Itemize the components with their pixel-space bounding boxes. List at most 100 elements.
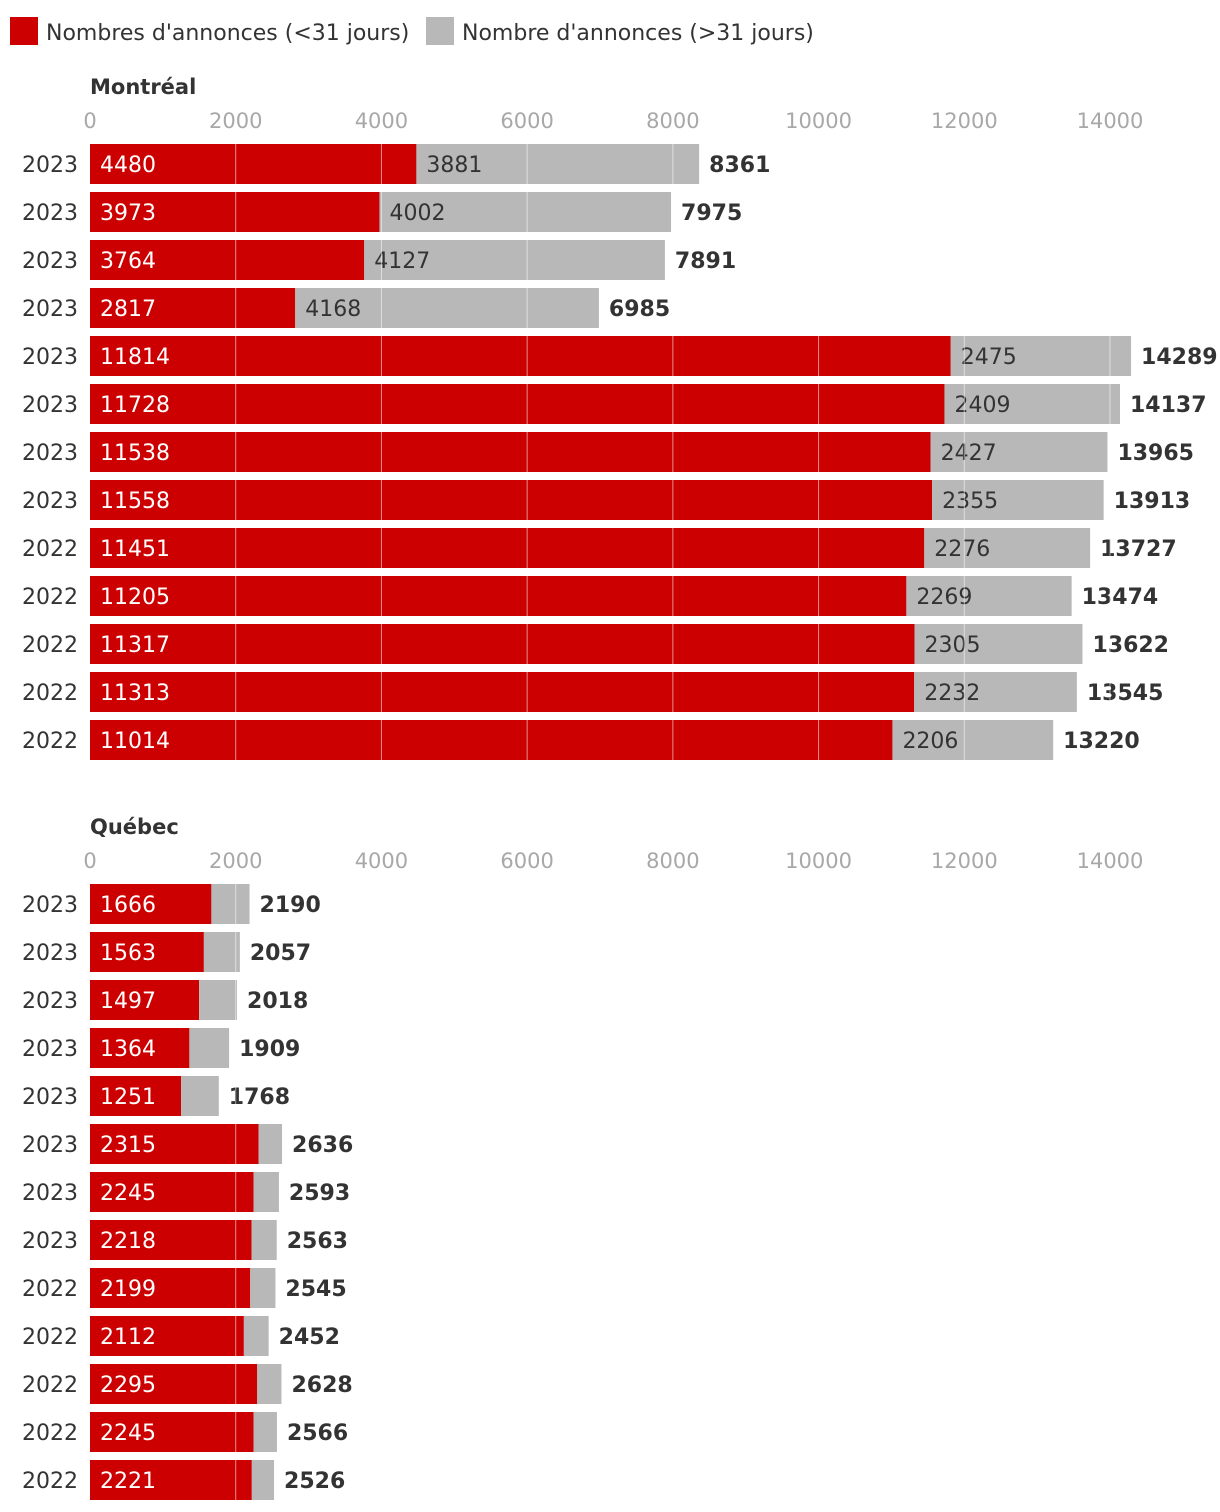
quebec-total-value-label: 2545 [285,1277,346,1302]
quebec-bar-recent [90,1124,259,1164]
montreal-bar-older [906,576,1072,616]
quebec-bar-older [253,1412,277,1452]
montreal-older-value-label: 4002 [389,201,445,226]
montreal-bar-older [379,192,672,232]
quebec-total-value-label: 2526 [284,1469,345,1494]
quebec-bar-older [258,1124,283,1164]
montreal-older-value-label: 2355 [942,489,998,514]
montreal-bar-recent [90,384,945,424]
montreal-bar-recent [90,480,933,520]
quebec-x-tick-label: 12000 [931,849,998,873]
montreal-older-value-label: 2305 [925,633,981,658]
quebec-category-label: 2023 [22,989,78,1014]
quebec-bar-older [253,1172,279,1212]
quebec-category-label: 2022 [22,1373,78,1398]
montreal-recent-value-label: 3764 [100,249,156,274]
quebec-bar-recent [90,980,200,1020]
montreal-bar-older [416,144,700,184]
quebec-total-value-label: 2636 [292,1133,353,1158]
montreal-older-value-label: 2427 [941,441,997,466]
montreal-recent-value-label: 11313 [100,681,170,706]
quebec-bar-older [250,1268,276,1308]
quebec-category-label: 2023 [22,1085,78,1110]
quebec-panel-title: Québec [90,815,179,839]
montreal-category-label: 2023 [22,441,78,466]
quebec-category-label: 2023 [22,1181,78,1206]
montreal-total-value-label: 7891 [675,249,736,274]
quebec-x-tick-label: 8000 [646,849,699,873]
quebec-total-value-label: 2628 [291,1373,352,1398]
montreal-older-value-label: 2475 [961,345,1017,370]
montreal-total-value-label: 13965 [1117,441,1194,466]
quebec-bar-recent [90,1316,244,1356]
montreal-category-label: 2023 [22,297,78,322]
montreal-bar-recent [90,624,915,664]
montreal-bar-recent [90,288,296,328]
quebec-category-label: 2023 [22,941,78,966]
montreal-bar-recent [90,528,925,568]
quebec-x-tick-label: 10000 [785,849,852,873]
quebec-recent-value-label: 2245 [100,1421,156,1446]
montreal-total-value-label: 7975 [681,201,742,226]
quebec-bar-older [181,1076,219,1116]
quebec-bar-recent [90,1268,251,1308]
legend-label-recent: Nombres d'annonces (<31 jours) [46,21,409,46]
montreal-category-label: 2023 [22,489,78,514]
quebec-total-value-label: 1768 [229,1085,290,1110]
quebec-bar-recent [90,1460,252,1500]
montreal-bar-older [930,432,1108,472]
legend-label-older: Nombre d'annonces (>31 jours) [462,21,814,46]
quebec-bar-recent [90,1220,252,1260]
montreal-category-label: 2022 [22,585,78,610]
montreal-bar-recent [90,672,915,712]
quebec-bar-recent [90,1076,182,1116]
montreal-total-value-label: 6985 [609,297,670,322]
montreal-category-label: 2023 [22,153,78,178]
montreal-bar-older [932,480,1104,520]
quebec-bar-older [251,1220,277,1260]
quebec-bar-older [203,932,240,972]
quebec-category-label: 2022 [22,1469,78,1494]
quebec-bar-older [251,1460,275,1500]
quebec-x-tick-label: 0 [83,849,96,873]
montreal-recent-value-label: 11728 [100,393,170,418]
quebec-recent-value-label: 1666 [100,893,156,918]
montreal-older-value-label: 2206 [902,729,958,754]
quebec-total-value-label: 2566 [287,1421,348,1446]
montreal-bar-recent [90,336,951,376]
montreal-category-label: 2023 [22,393,78,418]
quebec-recent-value-label: 2218 [100,1229,156,1254]
montreal-total-value-label: 13913 [1114,489,1191,514]
quebec-recent-value-label: 2295 [100,1373,156,1398]
montreal-x-tick-label: 2000 [209,109,262,133]
montreal-x-tick-label: 0 [83,109,96,133]
quebec-total-value-label: 2593 [289,1181,350,1206]
montreal-older-value-label: 2269 [916,585,972,610]
montreal-total-value-label: 13622 [1092,633,1169,658]
montreal-recent-value-label: 2817 [100,297,156,322]
montreal-bar-recent [90,432,931,472]
quebec-total-value-label: 2563 [287,1229,348,1254]
quebec-total-value-label: 2057 [250,941,311,966]
montreal-recent-value-label: 11814 [100,345,170,370]
montreal-recent-value-label: 11205 [100,585,170,610]
montreal-total-value-label: 13474 [1082,585,1159,610]
montreal-bar-older [364,240,665,280]
quebec-recent-value-label: 1251 [100,1085,156,1110]
montreal-category-label: 2022 [22,729,78,754]
montreal-older-value-label: 2232 [924,681,980,706]
montreal-recent-value-label: 11558 [100,489,170,514]
quebec-bar-recent [90,884,212,924]
montreal-x-tick-label: 10000 [785,109,852,133]
montreal-total-value-label: 14137 [1130,393,1207,418]
quebec-bar-older [211,884,250,924]
montreal-recent-value-label: 11014 [100,729,170,754]
quebec-recent-value-label: 2112 [100,1325,156,1350]
montreal-bar-older [924,528,1091,568]
montreal-recent-value-label: 3973 [100,201,156,226]
montreal-total-value-label: 8361 [709,153,770,178]
quebec-category-label: 2023 [22,893,78,918]
montreal-recent-value-label: 11538 [100,441,170,466]
quebec-x-tick-label: 6000 [500,849,553,873]
quebec-total-value-label: 1909 [239,1037,300,1062]
